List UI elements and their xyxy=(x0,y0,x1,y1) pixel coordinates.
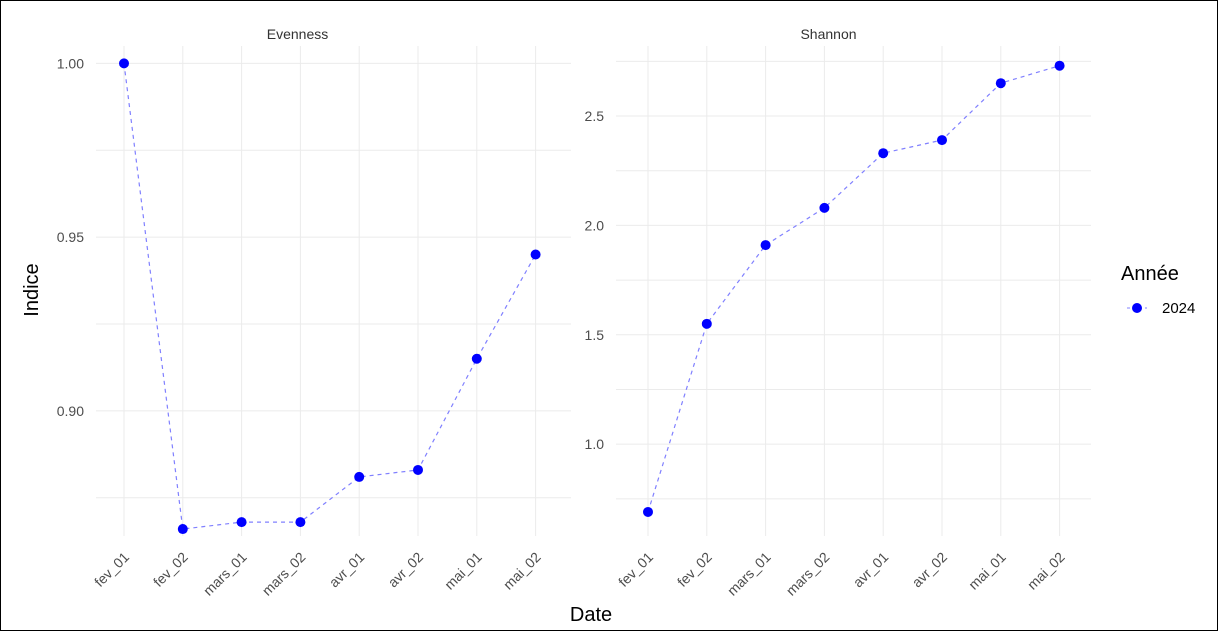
data-point xyxy=(471,353,482,364)
data-point xyxy=(177,524,188,535)
x-tick-label: mars_01 xyxy=(200,549,250,599)
panel-title: Evenness xyxy=(267,26,328,42)
x-tick-label: fev_01 xyxy=(91,549,132,590)
series-line xyxy=(123,63,537,530)
data-point xyxy=(760,240,771,251)
data-point xyxy=(937,135,947,146)
data-point xyxy=(995,78,1006,89)
series-line xyxy=(647,65,1060,513)
y-tick-label: 2.5 xyxy=(585,108,605,124)
x-tick-label: avr_02 xyxy=(909,549,951,591)
x-tick-label: mars_01 xyxy=(724,549,774,599)
data-point xyxy=(119,58,129,69)
y-tick-label: 0.95 xyxy=(57,229,84,245)
legend-point-key xyxy=(1132,303,1142,313)
panel-title: Shannon xyxy=(800,26,856,42)
legend: Année 2024 xyxy=(1121,263,1195,317)
x-tick-label: mars_02 xyxy=(259,549,309,599)
x-tick-label: fev_02 xyxy=(150,549,191,590)
x-tick-label: mai_01 xyxy=(965,549,1009,593)
data-point xyxy=(354,471,365,482)
x-tick-label: mai_01 xyxy=(441,549,485,593)
x-tick-label: mai_02 xyxy=(500,549,544,593)
x-tick-label: avr_01 xyxy=(326,549,368,591)
x-tick-label: fev_01 xyxy=(615,549,656,590)
data-point xyxy=(413,464,423,475)
y-tick-label: 0.90 xyxy=(57,403,84,419)
x-axis-title: Date xyxy=(570,604,612,626)
data-point xyxy=(530,249,541,260)
y-tick-label: 1.00 xyxy=(57,55,84,71)
data-point xyxy=(1054,60,1065,71)
data-point xyxy=(295,517,306,528)
y-tick-label: 2.0 xyxy=(585,217,605,233)
legend-label: 2024 xyxy=(1162,300,1195,317)
y-axis-title: Indice xyxy=(21,263,43,316)
data-point xyxy=(236,517,247,528)
y-tick-label: 1.0 xyxy=(585,436,605,452)
y-tick-label: 1.5 xyxy=(585,327,605,343)
x-tick-label: mars_02 xyxy=(783,549,833,599)
data-point xyxy=(819,202,830,213)
x-tick-label: avr_01 xyxy=(850,549,892,591)
x-tick-label: mai_02 xyxy=(1024,549,1068,593)
data-point xyxy=(643,506,653,517)
data-point xyxy=(878,148,889,159)
x-tick-label: avr_02 xyxy=(385,549,427,591)
legend-title: Année xyxy=(1121,263,1179,285)
x-tick-label: fev_02 xyxy=(674,549,715,590)
data-point xyxy=(701,318,712,329)
